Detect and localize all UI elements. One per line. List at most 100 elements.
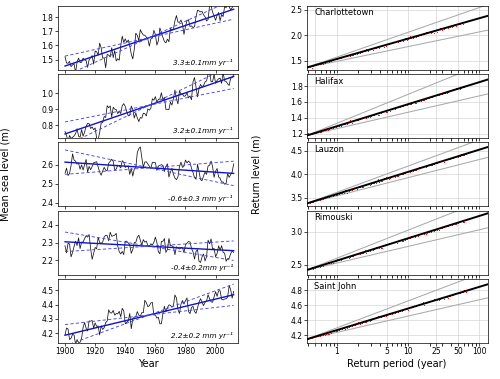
Point: [457, 85, 465, 91]
Point: [426, 161, 434, 168]
Point: [409, 233, 417, 239]
Point: [364, 181, 372, 187]
Point: [406, 235, 414, 241]
Point: [358, 115, 366, 121]
Point: [354, 117, 362, 123]
Point: [438, 158, 446, 164]
Point: [334, 256, 342, 262]
Point: [456, 290, 464, 296]
Point: [382, 241, 390, 247]
Point: [320, 262, 328, 268]
Point: [390, 240, 398, 246]
Point: [418, 164, 426, 170]
Point: [332, 258, 340, 264]
Point: [390, 309, 398, 315]
Point: [360, 113, 368, 119]
Point: [410, 33, 418, 39]
Point: [354, 50, 362, 56]
Point: [342, 53, 349, 59]
Point: [392, 310, 400, 316]
Point: [442, 157, 450, 163]
Point: [342, 255, 349, 261]
Point: [434, 26, 442, 32]
Point: [378, 313, 386, 319]
Point: [432, 27, 440, 33]
Point: [343, 190, 351, 196]
Point: [374, 244, 382, 250]
Point: [366, 114, 374, 120]
Point: [392, 39, 400, 45]
Point: [358, 320, 366, 326]
Point: [442, 294, 450, 300]
Point: [346, 323, 354, 329]
Point: [348, 323, 356, 329]
Point: [462, 288, 470, 294]
Point: [346, 254, 354, 260]
Point: [426, 30, 434, 36]
Point: [314, 334, 322, 340]
Point: [459, 289, 467, 295]
Point: [338, 190, 346, 196]
Point: [418, 230, 426, 236]
Point: [402, 306, 410, 312]
Point: [459, 152, 467, 158]
Point: [367, 113, 375, 119]
Point: [416, 164, 424, 170]
Point: [340, 326, 348, 332]
Point: [441, 223, 449, 229]
Point: [444, 25, 452, 31]
Text: Saint John: Saint John: [314, 282, 356, 291]
Point: [369, 315, 377, 321]
Point: [312, 263, 320, 269]
Point: [406, 169, 414, 175]
Point: [462, 217, 470, 223]
Point: [433, 29, 441, 35]
Text: Charlottetown: Charlottetown: [314, 8, 374, 17]
Point: [449, 292, 457, 298]
Point: [351, 117, 359, 124]
Point: [310, 63, 318, 69]
Point: [374, 313, 382, 319]
Point: [375, 45, 383, 51]
Point: [434, 92, 442, 98]
Point: [401, 102, 409, 108]
Point: [306, 265, 314, 271]
Point: [306, 200, 314, 206]
Point: [409, 99, 417, 105]
Point: [343, 53, 351, 59]
Text: Halifax: Halifax: [314, 77, 344, 86]
Point: [352, 116, 360, 122]
Point: [367, 46, 375, 52]
Point: [322, 194, 330, 200]
Point: [328, 193, 336, 199]
Point: [451, 21, 459, 27]
Point: [328, 125, 336, 131]
Text: 3.2±0.1mm yr⁻¹: 3.2±0.1mm yr⁻¹: [173, 127, 233, 134]
Point: [362, 182, 370, 188]
Point: [330, 327, 338, 334]
Point: [408, 101, 416, 107]
Point: [416, 302, 424, 308]
Point: [320, 194, 328, 200]
Point: [318, 61, 326, 67]
Point: [372, 45, 380, 51]
Point: [441, 294, 449, 300]
Point: [440, 26, 448, 32]
Point: [383, 109, 391, 115]
Point: [370, 112, 378, 118]
Point: [335, 123, 343, 129]
Point: [448, 87, 456, 93]
Point: [369, 247, 377, 254]
Point: [460, 84, 468, 90]
Point: [425, 162, 433, 168]
Point: [359, 184, 367, 190]
Point: [338, 121, 346, 127]
Point: [456, 20, 464, 27]
Point: [430, 296, 438, 302]
Point: [398, 37, 406, 43]
Point: [438, 27, 446, 33]
Point: [398, 309, 406, 315]
Point: [444, 157, 452, 163]
Point: [360, 318, 368, 324]
Point: [460, 19, 468, 25]
